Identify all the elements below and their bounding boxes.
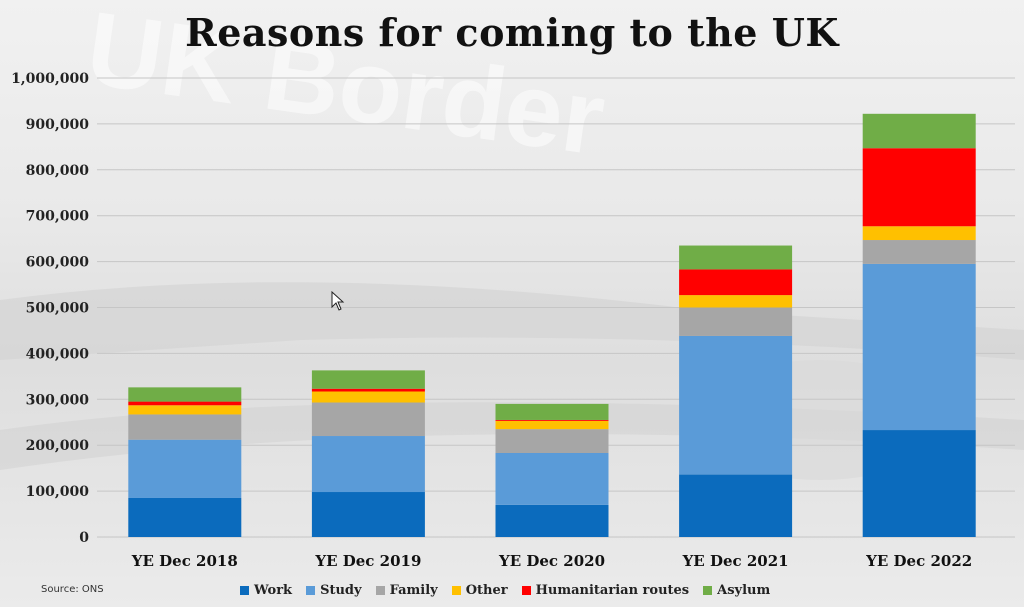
bar-segment-study <box>311 436 425 493</box>
bar-segment-asylum <box>679 245 793 270</box>
bar-segment-asylum <box>311 370 425 389</box>
bar-segment-work <box>679 474 793 537</box>
x-category-label: YE Dec 2021 <box>682 552 789 570</box>
y-tick-label: 800,000 <box>26 163 90 179</box>
legend: Work Study Family Other Humanitarian routes A… <box>240 583 770 598</box>
bar-segment-humanitarian-routes <box>495 419 609 421</box>
mouse-pointer-icon <box>331 291 345 311</box>
x-category-label: YE Dec 2020 <box>498 552 605 570</box>
y-tick-label: 400,000 <box>26 346 90 362</box>
bar-segment-family <box>862 240 976 264</box>
bar-segment-study <box>128 439 242 498</box>
legend-swatch <box>703 586 713 595</box>
legend-label: Study <box>320 583 362 598</box>
x-axis-categories: YE Dec 2018 YE Dec 2019 YE Dec 2020 YE Dec … <box>131 552 972 570</box>
bar-segment-humanitarian-routes <box>679 269 793 296</box>
bar-segment-asylum <box>862 113 976 149</box>
legend-label: Humanitarian routes <box>535 583 690 598</box>
x-category-label: YE Dec 2022 <box>865 552 972 570</box>
y-axis-ticks: 0 100,000 200,000 300,000 400,000 500,000 600,… <box>11 71 89 546</box>
bar-segment-other <box>679 295 793 308</box>
source-note: Source: ONS <box>41 584 104 595</box>
bar-segment-study <box>862 263 976 431</box>
bar-segment-family <box>128 414 242 440</box>
bar-segment-work <box>128 497 242 537</box>
y-tick-label: 700,000 <box>26 209 90 225</box>
y-tick-label: 600,000 <box>26 255 90 271</box>
x-category-label: YE Dec 2018 <box>131 552 238 570</box>
y-tick-label: 1,000,000 <box>11 71 89 87</box>
legend-item: Family <box>375 583 438 598</box>
bar-segment-study <box>495 453 609 505</box>
legend-item: Humanitarian routes <box>521 583 690 598</box>
bar-segment-family <box>679 307 793 336</box>
x-category-label: YE Dec 2019 <box>314 552 421 570</box>
bar-segment-work <box>311 492 425 537</box>
bar-segment-family <box>311 402 425 437</box>
legend-swatch <box>375 586 385 595</box>
y-tick-label: 100,000 <box>26 484 90 500</box>
bar-segment-asylum <box>495 403 609 420</box>
bar-segment-work <box>862 430 976 537</box>
bar-segment-family <box>495 429 609 454</box>
legend-label: Other <box>465 583 508 598</box>
bar-segment-humanitarian-routes <box>311 388 425 392</box>
y-tick-label: 900,000 <box>26 117 90 133</box>
bar-segment-study <box>679 335 793 475</box>
legend-label: Asylum <box>717 583 771 598</box>
y-tick-label: 500,000 <box>26 301 90 317</box>
legend-item: Work <box>240 583 292 598</box>
legend-swatch <box>521 586 531 595</box>
legend-label: Family <box>389 583 438 598</box>
y-tick-label: 300,000 <box>26 392 90 408</box>
legend-swatch <box>240 586 249 595</box>
bar-segment-other <box>862 226 976 241</box>
y-tick-label: 0 <box>79 530 89 546</box>
bar-segment-other <box>311 391 425 403</box>
legend-swatch <box>451 586 461 595</box>
bar-segment-asylum <box>128 387 242 402</box>
bar-segment-work <box>495 504 609 537</box>
bar-segment-other <box>128 405 242 415</box>
y-tick-label: 200,000 <box>26 438 90 454</box>
legend-item: Asylum <box>703 583 770 598</box>
legend-item: Study <box>306 583 362 598</box>
legend-item: Other <box>451 583 508 598</box>
bar-segment-humanitarian-routes <box>862 148 976 227</box>
bars <box>128 113 976 537</box>
bar-segment-humanitarian-routes <box>128 401 242 406</box>
bar-segment-other <box>495 420 609 430</box>
legend-swatch <box>306 586 316 595</box>
chart-title: Reasons for coming to the UK <box>185 10 839 55</box>
legend-label: Work <box>254 583 293 598</box>
